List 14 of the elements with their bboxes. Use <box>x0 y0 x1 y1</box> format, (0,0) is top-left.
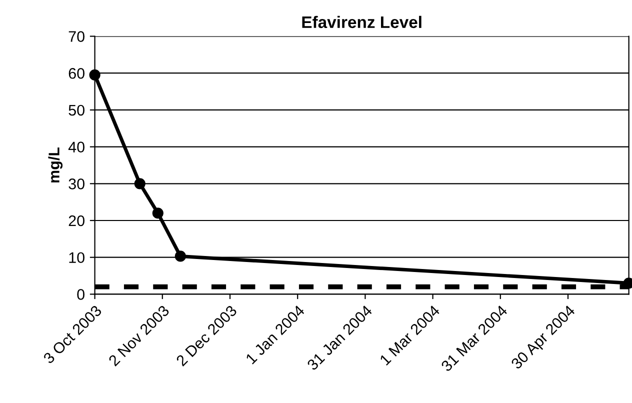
point <box>89 69 100 81</box>
point <box>152 208 164 219</box>
point <box>174 250 186 262</box>
y-tick-label: 20 <box>68 215 84 226</box>
y-tick-label: 70 <box>68 31 84 42</box>
chart-title: Efavirenz Level <box>302 16 422 28</box>
y-axis-title: mg/L <box>48 147 63 182</box>
y-tick-label: 30 <box>68 178 84 190</box>
y-tick-label: 40 <box>68 142 84 152</box>
y-tick-label: 10 <box>69 252 84 264</box>
y-tick-label: 60 <box>68 68 84 79</box>
y-tick-label: 50 <box>68 104 84 116</box>
y-tick-label: 0 <box>77 289 84 300</box>
point <box>134 178 146 190</box>
